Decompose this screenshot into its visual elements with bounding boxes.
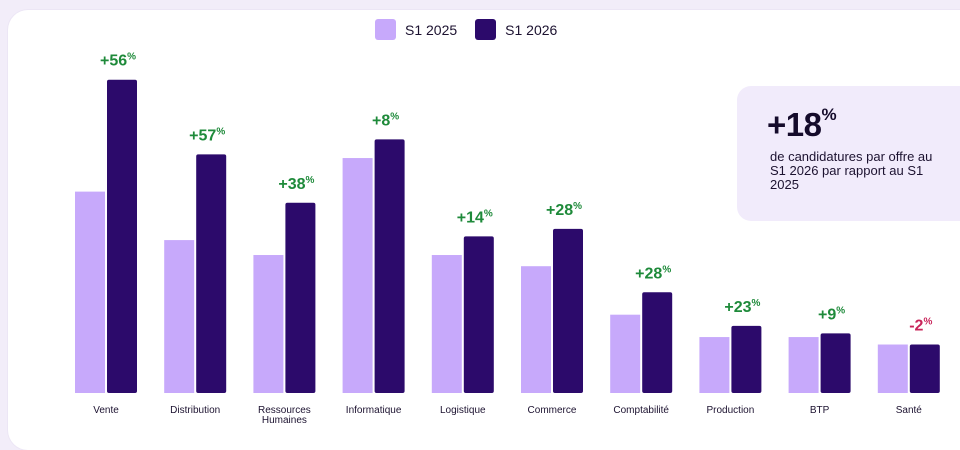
bar-s1-2026-comptabilite[interactable] (642, 292, 673, 393)
bar-s1-2025-ressources-humaines[interactable] (253, 255, 284, 393)
legend-item-s1-2026[interactable]: S1 2026 (475, 19, 557, 40)
bar-s1-2025-btp[interactable] (788, 337, 819, 393)
change-label-distribution: +57% (189, 126, 225, 144)
bar-s1-2025-logistique[interactable] (431, 255, 462, 393)
bar-s1-2025-vente[interactable] (75, 191, 105, 393)
bar-s1-2026-distribution[interactable] (196, 154, 227, 393)
bar-s1-2025-informatique[interactable] (342, 158, 373, 393)
category-label-production: Production (706, 405, 754, 416)
category-label-informatique: Informatique (346, 405, 402, 416)
bar-s1-2026-production[interactable] (731, 325, 762, 393)
legend-label-s1-2026: S1 2026 (505, 21, 558, 38)
bar-s1-2026-sante[interactable] (909, 344, 940, 393)
change-label-production: +23% (724, 298, 760, 316)
change-label-informatique: +8% (372, 111, 399, 129)
category-label-comptabilite: Comptabilité (613, 405, 669, 416)
bar-s1-2026-ressources-humaines[interactable] (285, 202, 316, 393)
callout-text: de candidatures par offre au S1 2026 par… (770, 149, 933, 192)
callout-unit: % (821, 105, 837, 124)
change-label-comptabilite: +28% (635, 264, 671, 282)
summary-callout: +18% de candidatures par offre au S1 202… (737, 86, 960, 221)
category-label-distribution: Distribution (170, 405, 220, 416)
legend-swatch-s1-2025 (375, 19, 396, 40)
change-label-sante: -2% (909, 317, 932, 335)
category-label-logistique: Logistique (440, 405, 486, 416)
legend-label-s1-2025: S1 2025 (405, 21, 458, 38)
category-label-sante: Santé (896, 405, 923, 416)
callout-value: +18% (767, 105, 837, 144)
category-label-btp: BTP (810, 405, 830, 416)
change-label-ressources-humaines: +38% (278, 175, 314, 193)
change-label-vente: +56% (100, 52, 136, 70)
bar-s1-2026-btp[interactable] (820, 333, 851, 393)
category-label-commerce: Commerce (528, 405, 577, 416)
bar-s1-2025-distribution[interactable] (164, 240, 195, 393)
bar-s1-2025-comptabilite[interactable] (610, 314, 641, 393)
bar-s1-2026-logistique[interactable] (463, 236, 494, 393)
bar-s1-2026-commerce[interactable] (553, 228, 583, 393)
bar-s1-2026-vente[interactable] (107, 79, 137, 394)
legend: S1 2025 S1 2026 (375, 19, 557, 40)
legend-item-s1-2025[interactable]: S1 2025 (375, 19, 457, 40)
category-label-vente: Vente (93, 405, 119, 416)
change-label-commerce: +28% (546, 201, 582, 219)
bar-s1-2025-commerce[interactable] (521, 266, 551, 393)
bar-chart: +56% Vente +57% Distribution +38% Ressources H… (75, 52, 940, 426)
callout-number: +18 (767, 106, 822, 143)
bar-s1-2025-production[interactable] (699, 337, 730, 393)
category-label-ressources-humaines: Ressources Humaines (258, 405, 311, 426)
change-label-btp: +9% (818, 305, 845, 323)
legend-swatch-s1-2026 (475, 19, 497, 40)
bar-s1-2026-informatique[interactable] (374, 139, 405, 393)
change-label-logistique: +14% (457, 208, 493, 226)
bar-s1-2025-sante[interactable] (877, 344, 908, 393)
